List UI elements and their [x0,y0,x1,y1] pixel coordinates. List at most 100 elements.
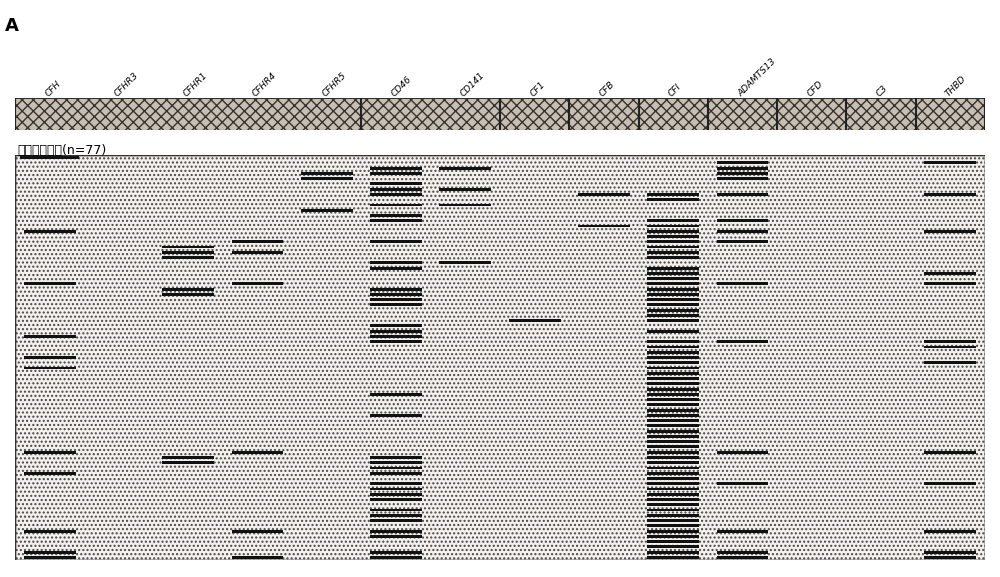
Bar [647,293,699,296]
Bar [647,298,699,301]
Bar [717,556,768,559]
Bar [370,288,422,291]
Bar [647,403,699,406]
Text: CFH: CFH [43,79,62,98]
Bar [647,282,699,285]
Bar [924,282,976,285]
Bar [370,461,422,464]
Text: CFHR1: CFHR1 [182,70,210,98]
Bar [232,282,283,285]
Bar [370,241,422,243]
Bar [647,251,699,254]
Bar [924,451,976,454]
Bar [162,251,214,254]
Bar [647,277,699,280]
Bar [370,298,422,301]
Bar [717,177,768,180]
Bar [924,193,976,196]
Bar [24,366,76,369]
Bar [717,340,768,343]
Bar [717,230,768,233]
Bar [439,261,491,264]
Bar [370,456,422,459]
Bar [647,514,699,517]
Bar [162,246,214,249]
Text: CD46: CD46 [390,74,413,98]
Text: A: A [5,17,19,35]
Bar [370,393,422,396]
Bar [647,409,699,411]
Bar [717,162,768,164]
Bar [647,519,699,522]
Bar [924,162,976,164]
Bar [647,451,699,454]
Bar [647,329,699,333]
Bar [717,451,768,454]
Bar [647,314,699,317]
Text: CFB: CFB [598,79,616,98]
Bar [370,556,422,559]
Bar [370,324,422,327]
Bar [647,461,699,464]
Bar [647,351,699,354]
Bar [370,482,422,485]
Bar [647,267,699,269]
Bar [647,361,699,364]
Bar [370,414,422,417]
Bar [370,493,422,496]
Text: CFI: CFI [667,82,683,98]
Bar [647,419,699,422]
Bar [370,188,422,190]
Bar [647,493,699,496]
Text: ADAMTS13: ADAMTS13 [736,57,778,98]
Bar [717,172,768,175]
Bar [232,251,283,254]
Bar [578,193,630,196]
Bar [24,451,76,454]
Bar [924,346,976,349]
Bar [370,204,422,207]
Bar [647,508,699,511]
Bar [647,530,699,533]
Bar [647,545,699,548]
Bar [647,198,699,201]
Bar [647,246,699,249]
Bar [717,282,768,285]
Bar [647,224,699,227]
Bar [509,319,561,322]
Bar [370,172,422,175]
Bar [162,293,214,296]
Bar [647,398,699,401]
Bar [924,550,976,553]
Bar [301,177,353,180]
Bar [24,556,76,559]
Bar [647,230,699,233]
Bar [647,372,699,374]
Bar [647,319,699,322]
Bar [647,556,699,559]
Bar [647,477,699,480]
Bar [24,356,76,359]
Bar [24,230,76,233]
Bar [717,167,768,170]
Bar [24,530,76,533]
Bar [647,467,699,470]
Bar [162,461,214,464]
Bar [647,219,699,222]
Bar [370,182,422,185]
Bar [370,267,422,269]
Text: CFHR4: CFHR4 [251,70,279,98]
Bar [370,472,422,475]
Bar [717,219,768,222]
Bar [924,361,976,364]
Bar [162,456,214,459]
Bar [647,304,699,306]
Bar [647,498,699,501]
Bar [370,335,422,338]
Bar [232,241,283,243]
Bar [717,193,768,196]
Bar [370,498,422,501]
Bar [370,214,422,217]
Bar [647,535,699,538]
Bar [370,550,422,553]
